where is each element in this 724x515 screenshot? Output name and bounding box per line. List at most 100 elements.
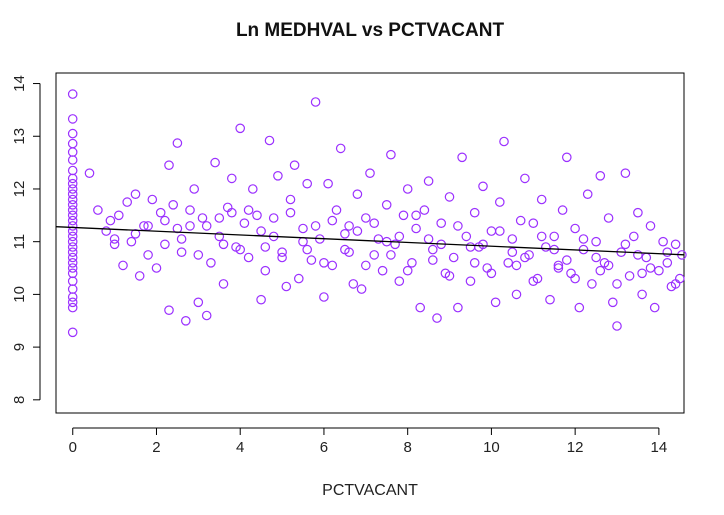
- data-point: [377, 265, 388, 276]
- data-point: [402, 265, 413, 276]
- data-point: [360, 260, 371, 271]
- data-point: [633, 207, 643, 218]
- data-point: [130, 229, 141, 239]
- data-point: [201, 221, 212, 231]
- data-point: [214, 231, 225, 242]
- y-tick-label: 11: [11, 234, 28, 250]
- data-point: [419, 205, 430, 215]
- data-point: [67, 178, 78, 189]
- data-points: [67, 89, 687, 338]
- data-point: [101, 226, 111, 236]
- data-point: [285, 194, 296, 205]
- data-point: [67, 200, 78, 210]
- data-point: [528, 218, 539, 228]
- data-point: [114, 210, 124, 221]
- data-point: [486, 268, 497, 279]
- data-point: [574, 302, 585, 313]
- data-point: [67, 189, 78, 199]
- y-tick-label: 9: [11, 343, 28, 351]
- data-point: [67, 284, 78, 294]
- data-point: [645, 221, 656, 231]
- data-point: [227, 173, 237, 184]
- data-point: [67, 242, 78, 252]
- data-point: [520, 173, 530, 184]
- data-point: [603, 213, 614, 223]
- data-point: [67, 247, 78, 257]
- data-point: [67, 263, 78, 273]
- data-point: [360, 213, 371, 223]
- data-point: [151, 263, 162, 273]
- data-point: [239, 218, 250, 228]
- data-point: [252, 210, 262, 221]
- data-point: [561, 255, 572, 265]
- data-point: [520, 252, 530, 263]
- data-point: [256, 226, 266, 236]
- data-point: [620, 168, 631, 178]
- data-point: [365, 168, 375, 178]
- data-point: [185, 205, 195, 215]
- data-point: [298, 236, 308, 247]
- data-point: [658, 236, 668, 247]
- data-point: [490, 297, 501, 308]
- data-point: [645, 263, 656, 273]
- data-point: [201, 310, 212, 321]
- data-point: [386, 149, 396, 160]
- data-point: [67, 297, 78, 308]
- data-point: [390, 239, 400, 250]
- data-point: [553, 260, 564, 271]
- data-point: [561, 152, 572, 163]
- data-point: [176, 247, 187, 257]
- data-point: [369, 218, 379, 228]
- data-point: [624, 271, 635, 281]
- data-point: [369, 250, 379, 260]
- data-point: [160, 239, 170, 250]
- data-point: [654, 265, 664, 276]
- data-point: [649, 302, 660, 313]
- data-point: [164, 305, 174, 315]
- data-point: [189, 184, 199, 194]
- y-axis: 8 9 10 11 12 13 14: [11, 75, 41, 404]
- data-point: [67, 147, 78, 157]
- data-point: [578, 234, 589, 244]
- data-point: [67, 231, 78, 242]
- data-point: [67, 327, 78, 338]
- data-point: [674, 273, 685, 284]
- x-tick-label: 6: [320, 439, 328, 456]
- x-tick-label: 2: [152, 439, 160, 456]
- data-point: [164, 160, 174, 170]
- data-point: [218, 239, 229, 250]
- data-point: [67, 89, 78, 99]
- data-point: [105, 215, 116, 226]
- data-point: [67, 114, 78, 124]
- data-point: [540, 242, 551, 252]
- data-point: [143, 250, 153, 260]
- data-point: [411, 223, 421, 234]
- x-tick-label: 4: [236, 439, 244, 456]
- y-tick-label: 8: [11, 396, 28, 404]
- data-point: [394, 231, 405, 242]
- data-point: [67, 292, 78, 302]
- data-point: [323, 178, 333, 189]
- data-point: [386, 250, 396, 260]
- data-point: [427, 244, 438, 255]
- data-point: [67, 268, 78, 279]
- data-point: [327, 260, 338, 271]
- data-point: [381, 200, 392, 210]
- data-point: [67, 194, 78, 205]
- data-point: [185, 221, 195, 231]
- data-point: [93, 205, 103, 215]
- data-point: [436, 218, 446, 228]
- data-point: [373, 234, 384, 244]
- data-point: [536, 194, 547, 205]
- data-point: [298, 223, 308, 234]
- data-point: [570, 273, 580, 284]
- data-point: [310, 97, 321, 107]
- data-point: [293, 273, 304, 284]
- data-point: [84, 168, 95, 178]
- data-point: [637, 289, 647, 300]
- data-point: [243, 205, 254, 215]
- data-point: [453, 302, 463, 313]
- data-point: [160, 215, 170, 226]
- data-point: [595, 171, 606, 181]
- data-point: [210, 157, 220, 168]
